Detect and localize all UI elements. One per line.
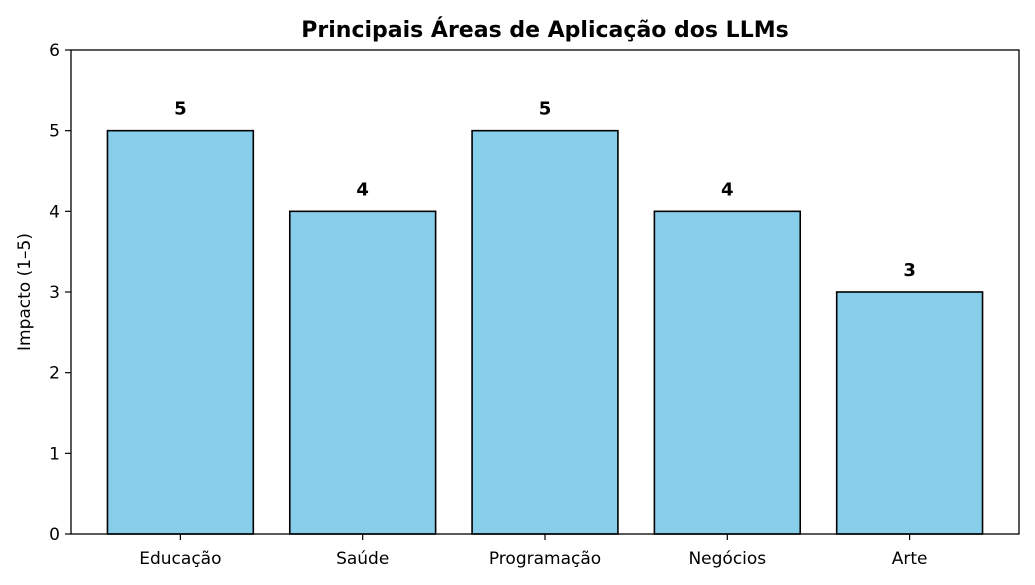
y-tick-label-5: 5 — [49, 122, 60, 142]
bar-3 — [653, 210, 802, 535]
bars-group — [106, 129, 984, 535]
bar-2 — [471, 129, 619, 535]
x-tick-label-1: Saúde — [336, 549, 389, 569]
x-axis-ticks: Educação Saúde Programação Negócios Arte — [139, 534, 927, 569]
x-tick-label-0: Educação — [139, 549, 221, 569]
x-tick-label-2: Programação — [489, 549, 601, 569]
y-axis-ticks: 0 1 2 3 4 5 6 — [49, 41, 71, 545]
data-labels-group: 5 4 5 4 3 — [174, 99, 916, 281]
data-label-2: 5 — [539, 99, 552, 120]
x-tick-label-3: Negócios — [688, 549, 766, 569]
x-tick-label-4: Arte — [892, 549, 928, 569]
y-tick-label-0: 0 — [49, 525, 60, 545]
data-label-0: 5 — [174, 99, 187, 120]
data-label-4: 3 — [903, 260, 916, 281]
data-label-3: 4 — [721, 179, 734, 200]
chart-title: Principais Áreas de Aplicação dos LLMs — [301, 17, 788, 43]
y-tick-label-4: 4 — [49, 202, 60, 222]
bar-4 — [835, 291, 984, 535]
bar-0 — [106, 129, 255, 535]
bar-1 — [288, 210, 437, 535]
plot-frame — [70, 49, 1020, 535]
y-tick-label-1: 1 — [49, 444, 60, 464]
y-tick-label-6: 6 — [49, 41, 60, 61]
y-tick-label-2: 2 — [49, 364, 60, 384]
data-label-1: 4 — [356, 179, 369, 200]
y-tick-label-3: 3 — [49, 283, 60, 303]
y-axis-label: Impacto (1–5) — [15, 233, 35, 351]
